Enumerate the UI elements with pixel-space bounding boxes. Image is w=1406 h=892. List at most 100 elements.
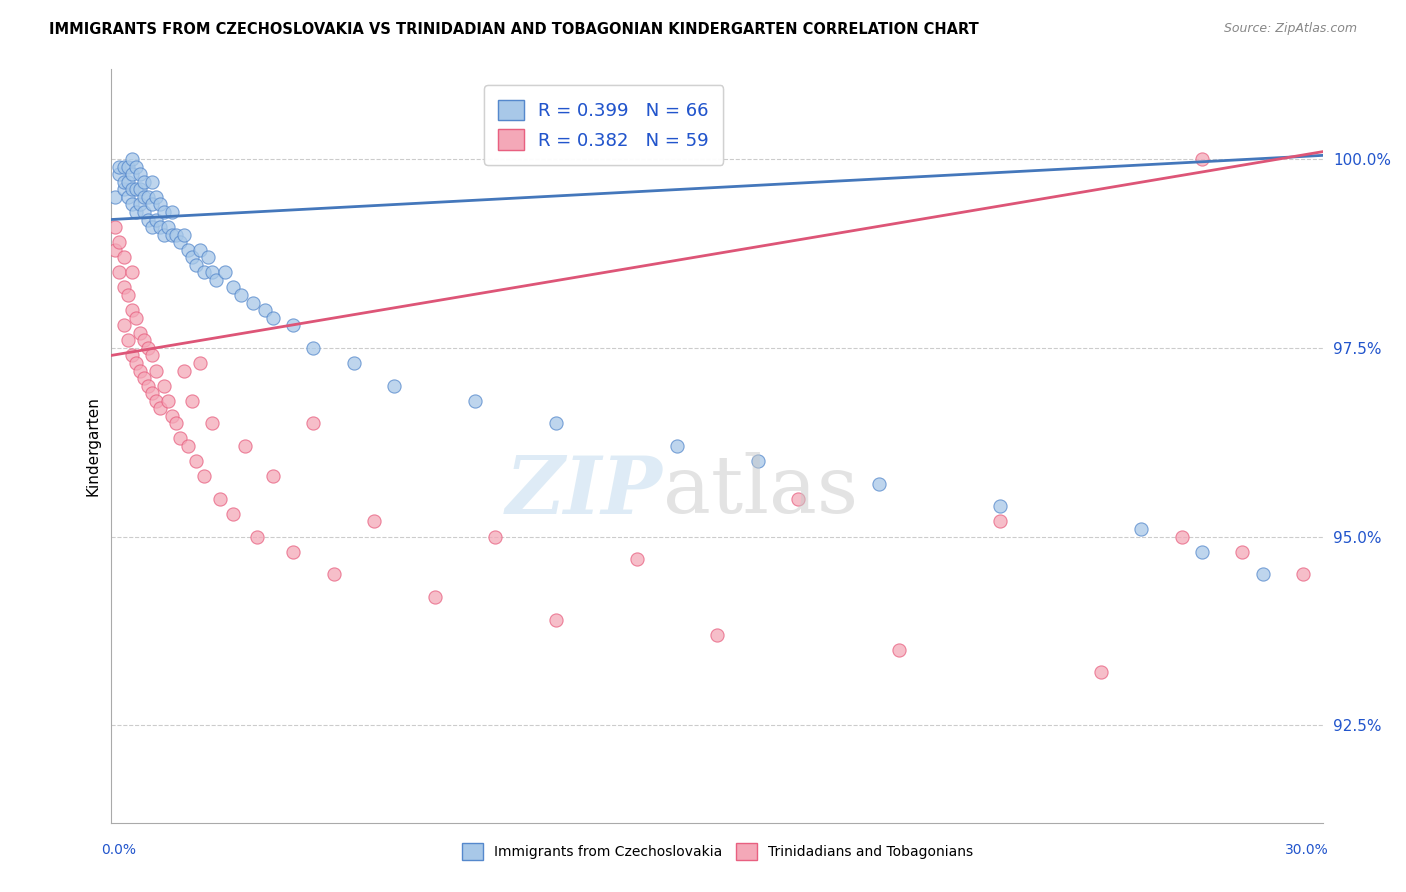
Point <box>117 175 139 189</box>
Point <box>117 288 139 302</box>
Point <box>283 544 305 558</box>
Point <box>302 417 325 431</box>
Text: ZIP: ZIP <box>506 452 662 530</box>
Point <box>108 160 131 174</box>
Point <box>128 182 150 196</box>
Text: atlas: atlas <box>662 452 858 531</box>
Point <box>165 227 187 242</box>
Point <box>1090 665 1112 680</box>
Point <box>121 182 143 196</box>
Text: IMMIGRANTS FROM CZECHOSLOVAKIA VS TRINIDADIAN AND TOBAGONIAN KINDERGARTEN CORREL: IMMIGRANTS FROM CZECHOSLOVAKIA VS TRINID… <box>49 22 979 37</box>
Point <box>108 235 131 249</box>
Point <box>1130 522 1153 536</box>
Point <box>117 160 139 174</box>
Point <box>169 432 191 446</box>
Point <box>145 393 167 408</box>
Point <box>136 212 159 227</box>
Point <box>262 310 284 325</box>
Point <box>141 197 163 211</box>
Point <box>1251 567 1274 582</box>
Point <box>464 393 486 408</box>
Point <box>160 227 183 242</box>
Point <box>153 205 176 219</box>
Point <box>128 363 150 377</box>
Point <box>283 318 305 333</box>
Point <box>141 386 163 401</box>
Point <box>153 378 176 392</box>
Point <box>112 318 135 333</box>
Point <box>1292 567 1315 582</box>
Text: Source: ZipAtlas.com: Source: ZipAtlas.com <box>1223 22 1357 36</box>
Point <box>104 190 127 204</box>
Point <box>214 265 236 279</box>
Point <box>117 190 139 204</box>
Point <box>136 190 159 204</box>
Point <box>747 454 769 468</box>
Point <box>302 341 325 355</box>
Point <box>132 190 155 204</box>
Point <box>121 167 143 181</box>
Point <box>132 371 155 385</box>
Point <box>104 243 127 257</box>
Point <box>177 439 200 453</box>
Point <box>112 250 135 264</box>
Point <box>149 197 172 211</box>
Legend: R = 0.399   N = 66, R = 0.382   N = 59: R = 0.399 N = 66, R = 0.382 N = 59 <box>484 85 723 165</box>
Point <box>193 265 215 279</box>
Point <box>136 341 159 355</box>
Point <box>1232 544 1254 558</box>
Point <box>124 182 146 196</box>
Point <box>112 182 135 196</box>
Point <box>787 491 810 506</box>
Point <box>112 280 135 294</box>
Point <box>209 491 232 506</box>
Point <box>382 378 405 392</box>
Point <box>156 393 179 408</box>
Point <box>665 439 688 453</box>
Point <box>253 303 276 318</box>
Point <box>1191 152 1213 166</box>
Point <box>108 167 131 181</box>
Point <box>262 469 284 483</box>
Point <box>160 205 183 219</box>
Point <box>181 393 204 408</box>
Point <box>149 220 172 235</box>
Point <box>112 175 135 189</box>
Point <box>124 356 146 370</box>
Point <box>868 476 890 491</box>
Point <box>988 515 1011 529</box>
Point <box>343 356 366 370</box>
Point <box>201 417 224 431</box>
Point <box>1171 530 1194 544</box>
Text: 0.0%: 0.0% <box>101 843 136 857</box>
Point <box>193 469 215 483</box>
Y-axis label: Kindergarten: Kindergarten <box>86 396 100 496</box>
Point <box>124 160 146 174</box>
Point <box>145 190 167 204</box>
Point <box>363 515 385 529</box>
Point <box>132 334 155 348</box>
Point <box>544 417 567 431</box>
Point <box>104 220 127 235</box>
Point <box>169 235 191 249</box>
Point <box>121 265 143 279</box>
Point <box>128 326 150 340</box>
Point <box>201 265 224 279</box>
Point <box>121 197 143 211</box>
Point <box>246 530 269 544</box>
Point <box>136 378 159 392</box>
Point <box>124 310 146 325</box>
Point <box>1191 544 1213 558</box>
Point <box>121 152 143 166</box>
Point <box>322 567 344 582</box>
Point <box>128 167 150 181</box>
Point <box>205 273 228 287</box>
Point <box>145 212 167 227</box>
Point <box>626 552 648 566</box>
Point <box>544 613 567 627</box>
Text: 30.0%: 30.0% <box>1285 843 1329 857</box>
Point <box>124 205 146 219</box>
Point <box>197 250 219 264</box>
Point <box>186 454 208 468</box>
Point <box>108 265 131 279</box>
